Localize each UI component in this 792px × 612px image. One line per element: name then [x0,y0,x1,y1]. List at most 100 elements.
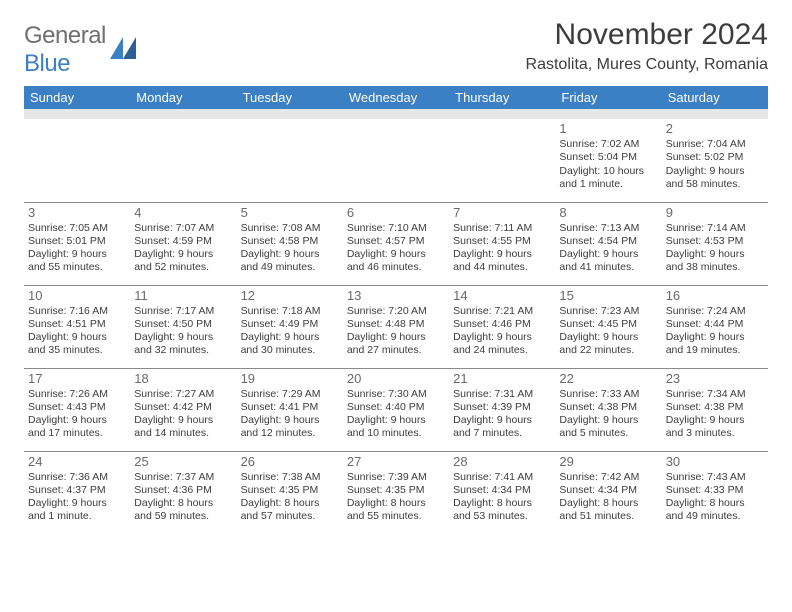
day-info-line: Daylight: 8 hours [453,497,551,510]
calendar-day-cell: 30Sunrise: 7:43 AMSunset: 4:33 PMDayligh… [662,451,768,534]
calendar-day-cell: 14Sunrise: 7:21 AMSunset: 4:46 PMDayligh… [449,285,555,368]
calendar-day-cell: 26Sunrise: 7:38 AMSunset: 4:35 PMDayligh… [237,451,343,534]
day-info-line: Sunrise: 7:23 AM [559,305,657,318]
day-number: 15 [559,288,657,304]
day-info-line: and 24 minutes. [453,344,551,357]
calendar-day-cell: 17Sunrise: 7:26 AMSunset: 4:43 PMDayligh… [24,368,130,451]
day-header: Thursday [449,86,555,109]
day-info-line: and 3 minutes. [666,427,764,440]
calendar-day-cell: 19Sunrise: 7:29 AMSunset: 4:41 PMDayligh… [237,368,343,451]
calendar-day-cell: 7Sunrise: 7:11 AMSunset: 4:55 PMDaylight… [449,202,555,285]
day-info-line: Daylight: 9 hours [666,331,764,344]
calendar-week-row: 24Sunrise: 7:36 AMSunset: 4:37 PMDayligh… [24,451,768,534]
day-info-line: Daylight: 9 hours [28,497,126,510]
day-info-line: and 44 minutes. [453,261,551,274]
day-info-line: Sunrise: 7:33 AM [559,388,657,401]
day-info-line: Sunset: 4:51 PM [28,318,126,331]
day-info-line: Daylight: 8 hours [241,497,339,510]
day-info-line: Sunset: 4:39 PM [453,401,551,414]
day-info-line: Sunset: 5:02 PM [666,151,764,164]
day-number: 28 [453,454,551,470]
day-info-line: and 55 minutes. [28,261,126,274]
day-info-line: Daylight: 9 hours [453,414,551,427]
day-info-line: and 46 minutes. [347,261,445,274]
day-info-line: Sunset: 4:36 PM [134,484,232,497]
day-info-line: Sunrise: 7:02 AM [559,138,657,151]
calendar-week-row: 17Sunrise: 7:26 AMSunset: 4:43 PMDayligh… [24,368,768,451]
day-info-line: Sunrise: 7:39 AM [347,471,445,484]
calendar-day-cell: 10Sunrise: 7:16 AMSunset: 4:51 PMDayligh… [24,285,130,368]
day-number: 26 [241,454,339,470]
day-info-line: Sunset: 4:35 PM [347,484,445,497]
day-info-line: and 35 minutes. [28,344,126,357]
logo-text: General Blue [24,22,106,78]
day-info-line: and 10 minutes. [347,427,445,440]
day-info-line: and 7 minutes. [453,427,551,440]
day-info-line: Daylight: 9 hours [28,248,126,261]
logo-word2: Blue [24,50,70,77]
calendar-day-cell: 18Sunrise: 7:27 AMSunset: 4:42 PMDayligh… [130,368,236,451]
day-number: 19 [241,371,339,387]
calendar-day-cell: 21Sunrise: 7:31 AMSunset: 4:39 PMDayligh… [449,368,555,451]
day-info-line: Sunset: 4:38 PM [666,401,764,414]
calendar-table: Sunday Monday Tuesday Wednesday Thursday… [24,86,768,534]
day-header: Monday [130,86,236,109]
day-info-line: Sunrise: 7:43 AM [666,471,764,484]
day-info-line: Sunrise: 7:07 AM [134,222,232,235]
day-info-line: Sunset: 4:48 PM [347,318,445,331]
day-number: 13 [347,288,445,304]
day-info-line: and 5 minutes. [559,427,657,440]
day-info-line: Sunrise: 7:04 AM [666,138,764,151]
day-number: 17 [28,371,126,387]
day-info-line: Daylight: 9 hours [559,414,657,427]
day-info-line: and 59 minutes. [134,510,232,523]
day-number: 12 [241,288,339,304]
calendar-day-cell: 5Sunrise: 7:08 AMSunset: 4:58 PMDaylight… [237,202,343,285]
day-number: 10 [28,288,126,304]
day-info-line: and 58 minutes. [666,178,764,191]
day-info-line: Sunrise: 7:24 AM [666,305,764,318]
day-info-line: Sunrise: 7:36 AM [28,471,126,484]
day-info-line: Daylight: 9 hours [559,248,657,261]
calendar-week-row: 10Sunrise: 7:16 AMSunset: 4:51 PMDayligh… [24,285,768,368]
day-info-line: Sunset: 4:49 PM [241,318,339,331]
day-info-line: and 32 minutes. [134,344,232,357]
day-info-line: Sunset: 4:43 PM [28,401,126,414]
day-number: 25 [134,454,232,470]
day-info-line: Sunset: 4:41 PM [241,401,339,414]
calendar-week-row: 1Sunrise: 7:02 AMSunset: 5:04 PMDaylight… [24,119,768,202]
day-number: 7 [453,205,551,221]
day-info-line: Sunrise: 7:05 AM [28,222,126,235]
day-info-line: Sunset: 4:34 PM [559,484,657,497]
day-info-line: Sunrise: 7:34 AM [666,388,764,401]
day-info-line: Sunset: 4:53 PM [666,235,764,248]
day-info-line: Daylight: 10 hours [559,165,657,178]
day-number: 23 [666,371,764,387]
calendar-day-cell: 8Sunrise: 7:13 AMSunset: 4:54 PMDaylight… [555,202,661,285]
day-number: 30 [666,454,764,470]
day-info-line: Sunset: 4:34 PM [453,484,551,497]
calendar-day-cell: 4Sunrise: 7:07 AMSunset: 4:59 PMDaylight… [130,202,236,285]
day-info-line: Sunrise: 7:13 AM [559,222,657,235]
calendar-day-cell: 1Sunrise: 7:02 AMSunset: 5:04 PMDaylight… [555,119,661,202]
day-header: Friday [555,86,661,109]
day-header: Wednesday [343,86,449,109]
calendar-day-cell [24,119,130,202]
day-info-line: and 30 minutes. [241,344,339,357]
day-info-line: and 22 minutes. [559,344,657,357]
month-title: November 2024 [526,18,768,52]
calendar-day-cell: 20Sunrise: 7:30 AMSunset: 4:40 PMDayligh… [343,368,449,451]
day-info-line: Sunset: 4:33 PM [666,484,764,497]
day-info-line: Sunrise: 7:41 AM [453,471,551,484]
day-info-line: Sunset: 4:38 PM [559,401,657,414]
day-info-line: and 14 minutes. [134,427,232,440]
day-header: Saturday [662,86,768,109]
day-info-line: and 49 minutes. [666,510,764,523]
day-info-line: Sunrise: 7:14 AM [666,222,764,235]
day-info-line: and 49 minutes. [241,261,339,274]
day-info-line: Daylight: 9 hours [666,165,764,178]
day-number: 1 [559,121,657,137]
day-info-line: and 19 minutes. [666,344,764,357]
day-number: 14 [453,288,551,304]
day-info-line: Sunrise: 7:18 AM [241,305,339,318]
